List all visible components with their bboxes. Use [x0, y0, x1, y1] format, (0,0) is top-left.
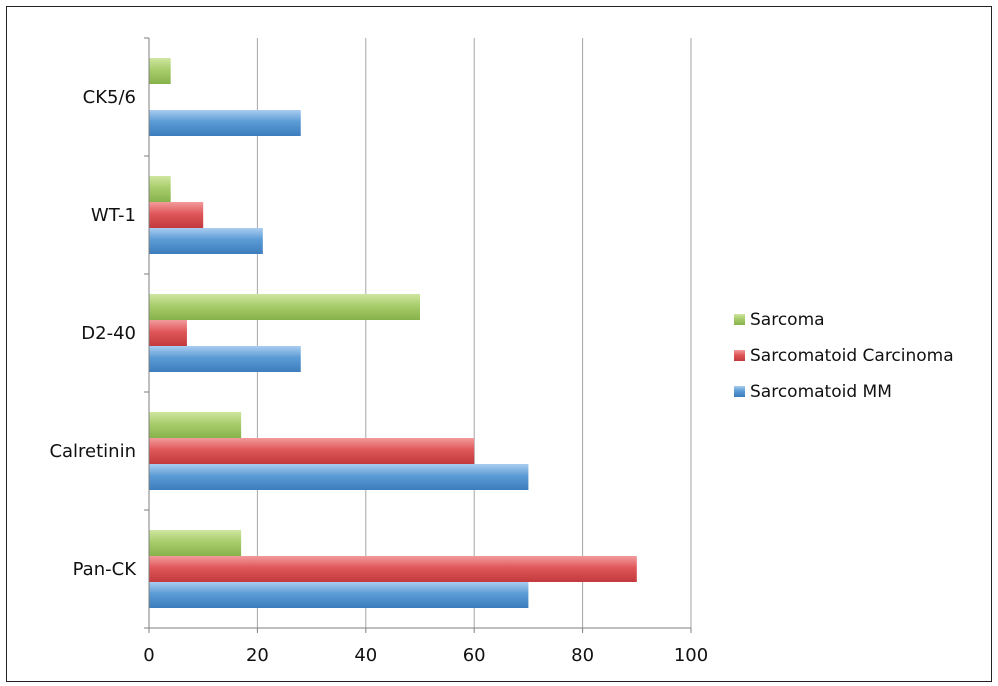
legend-label: Sarcoma [750, 310, 825, 330]
bar-sarcoma-d2-40 [149, 294, 420, 320]
category-label: Pan-CK [73, 559, 138, 580]
bar-sarcoma-ck5-6 [149, 58, 171, 84]
bars [149, 58, 637, 608]
category-label: CK5/6 [83, 87, 136, 108]
category-label: WT-1 [91, 205, 136, 226]
bar-sarcomatoid-carcinoma-d2-40 [149, 320, 187, 346]
bar-sarcomatoid-carcinoma-calretinin [149, 438, 475, 464]
bar-sarcomatoid-mm-wt-1 [149, 228, 263, 254]
legend-swatch [734, 314, 745, 325]
axes: 0 20 40 60 80 100 CK5/6 WT-1 D2-40 Calretinin Pan-… [49, 37, 708, 666]
category-label: Calretinin [49, 441, 136, 462]
x-tick-label: 80 [571, 645, 594, 666]
x-tick-label: 100 [674, 645, 708, 666]
bar-sarcoma-wt-1 [149, 176, 171, 202]
bar-sarcoma-calretinin [149, 412, 242, 438]
legend-swatch [734, 350, 745, 361]
bar-sarcomatoid-carcinoma-wt-1 [149, 202, 204, 228]
bar-sarcomatoid-mm-pan-ck [149, 582, 529, 608]
legend-label: Sarcomatoid MM [750, 382, 892, 402]
x-tick-label: 60 [463, 645, 486, 666]
bar-sarcomatoid-mm-calretinin [149, 464, 529, 490]
bar-sarcomatoid-carcinoma-pan-ck [149, 556, 637, 582]
legend: Sarcoma Sarcomatoid Carcinoma Sarcomatoid … [734, 310, 954, 402]
x-tick-label: 20 [246, 645, 269, 666]
gridlines [256, 38, 692, 628]
bar-sarcomatoid-mm-ck5-6 [149, 110, 301, 136]
legend-swatch [734, 386, 745, 397]
bar-sarcomatoid-mm-d2-40 [149, 346, 301, 372]
x-tick-label: 40 [354, 645, 377, 666]
bar-sarcoma-pan-ck [149, 530, 242, 556]
legend-label: Sarcomatoid Carcinoma [750, 346, 954, 366]
category-label: D2-40 [81, 323, 136, 344]
x-tick-label: 0 [143, 645, 154, 666]
